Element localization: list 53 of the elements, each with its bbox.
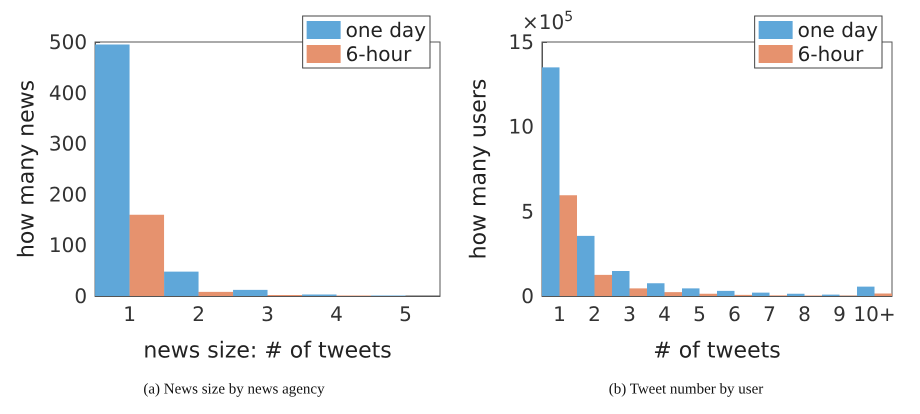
bar <box>594 274 612 296</box>
x-tick-label: 8 <box>798 302 811 326</box>
x-tick-label: 7 <box>763 302 776 326</box>
x-tick-label: 1 <box>123 302 136 326</box>
legend-label: one day <box>798 18 878 42</box>
x-tick-label: 3 <box>261 302 274 326</box>
y-tick-label: 0 <box>521 284 534 308</box>
bar <box>164 272 199 296</box>
x-tick-label: 5 <box>399 302 412 326</box>
bar <box>682 288 700 296</box>
legend-label: one day <box>346 18 426 42</box>
x-tick-label: 9 <box>833 302 846 326</box>
bar <box>542 67 560 296</box>
bar <box>130 214 164 296</box>
bar <box>664 292 682 296</box>
bar <box>752 292 770 296</box>
legend-label: 6-hour <box>346 42 412 66</box>
y-tick-label: 400 <box>48 80 88 105</box>
x-tick-label: 4 <box>330 302 343 326</box>
y-axis-title: how many news <box>14 80 40 258</box>
y-tick-label: 10 <box>508 114 534 139</box>
x-axis-title: news size: # of tweets <box>143 338 392 364</box>
bar <box>647 283 664 296</box>
x-tick-label: 6 <box>728 302 741 326</box>
bar <box>198 292 234 296</box>
bar <box>717 290 734 296</box>
bar <box>857 286 874 296</box>
x-tick-label: 10+ <box>853 302 896 326</box>
bar <box>874 293 892 296</box>
y-tick-label: 0 <box>74 284 88 308</box>
x-tick-label: 3 <box>623 302 636 326</box>
y-tick-label: 5 <box>521 199 534 224</box>
bar <box>95 44 130 296</box>
x-tick-label: 4 <box>658 302 671 326</box>
bar <box>560 195 577 296</box>
text: (b) Tweet number by user <box>608 382 764 398</box>
y-tick-label: 15 <box>508 30 534 54</box>
x-tick-label: 2 <box>588 302 601 326</box>
y-tick-label: 100 <box>48 233 88 258</box>
y-tick-label: 200 <box>48 182 88 206</box>
legend-label: 6-hour <box>798 42 864 66</box>
y-axis-title: how many users <box>466 78 492 260</box>
x-axis-title: # of tweets <box>653 338 781 364</box>
x-tick-label: 1 <box>553 302 566 326</box>
bar <box>612 270 630 296</box>
y-tick-label: 300 <box>48 132 88 156</box>
bar <box>630 288 647 296</box>
y-tick-label: 500 <box>48 30 88 54</box>
bar <box>233 290 268 296</box>
text: (a) News size by news agency <box>143 382 326 398</box>
x-tick-label: 2 <box>192 302 205 326</box>
x-tick-label: 5 <box>693 302 706 326</box>
bar <box>577 236 594 296</box>
